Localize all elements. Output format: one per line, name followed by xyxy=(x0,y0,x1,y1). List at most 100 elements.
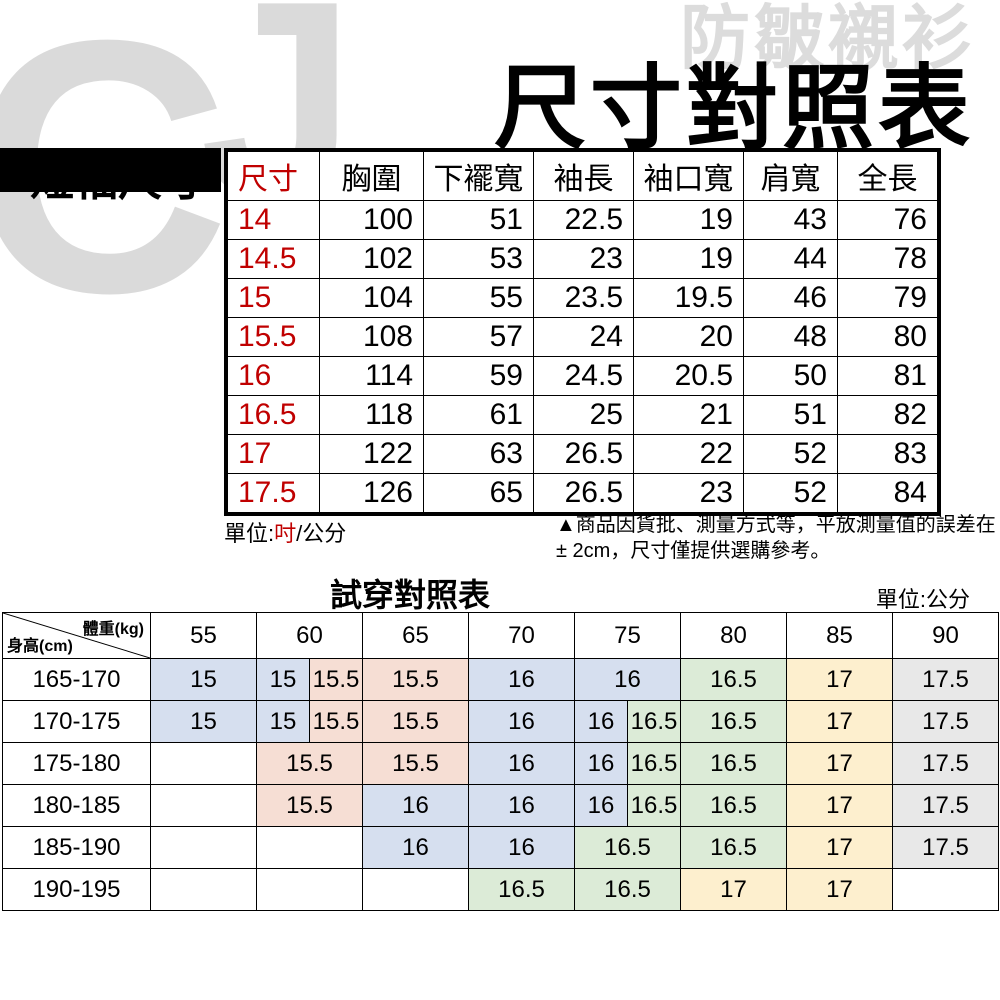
size-value: 26.5 xyxy=(534,474,634,513)
fit-cell xyxy=(151,869,257,911)
fit-cell xyxy=(363,869,469,911)
weight-header: 75 xyxy=(575,613,681,659)
size-value: 23 xyxy=(634,474,744,513)
size-value: 55 xyxy=(424,279,534,318)
size-cell: 17.5 xyxy=(228,474,320,513)
fit-cell: 17.5 xyxy=(893,827,999,869)
size-value: 24.5 xyxy=(534,357,634,396)
fit-cell: 15.5 xyxy=(257,785,363,827)
size-cell: 17 xyxy=(228,435,320,474)
fit-cell xyxy=(257,869,363,911)
size-value: 63 xyxy=(424,435,534,474)
size-cell: 16 xyxy=(228,357,320,396)
height-cell: 190-195 xyxy=(3,869,151,911)
size-value: 52 xyxy=(744,474,838,513)
fit-cell: 15.5 xyxy=(363,743,469,785)
size-value: 22 xyxy=(634,435,744,474)
fit-cell xyxy=(257,827,363,869)
fit-cell: 16.5 xyxy=(469,869,575,911)
fit-cell: 16.5 xyxy=(681,701,787,743)
size-cell: 15 xyxy=(228,279,320,318)
size-value: 102 xyxy=(320,240,424,279)
size-value: 48 xyxy=(744,318,838,357)
size-cell: 14 xyxy=(228,201,320,240)
fit-cell: 17 xyxy=(787,743,893,785)
size-value: 61 xyxy=(424,396,534,435)
fit-cell: 16 xyxy=(469,743,575,785)
fit-cell: 15 xyxy=(257,659,310,701)
fit-cell: 17 xyxy=(787,659,893,701)
fit-cell: 16.5 xyxy=(681,785,787,827)
weight-header: 65 xyxy=(363,613,469,659)
size-col-header: 袖長 xyxy=(534,152,634,201)
fit-cell: 16.5 xyxy=(628,701,681,743)
size-value: 20 xyxy=(634,318,744,357)
fit-cell: 15.5 xyxy=(310,659,363,701)
size-value: 76 xyxy=(838,201,938,240)
fit-cell: 16 xyxy=(575,785,628,827)
size-value: 100 xyxy=(320,201,424,240)
size-value: 108 xyxy=(320,318,424,357)
size-value: 53 xyxy=(424,240,534,279)
size-cell: 14.5 xyxy=(228,240,320,279)
fit-cell: 16 xyxy=(363,827,469,869)
size-col-header: 下襬寬 xyxy=(424,152,534,201)
fit-cell: 15.5 xyxy=(310,701,363,743)
size-value: 84 xyxy=(838,474,938,513)
size-value: 21 xyxy=(634,396,744,435)
size-value: 43 xyxy=(744,201,838,240)
size-value: 51 xyxy=(424,201,534,240)
section-label: 短袖尺寸 xyxy=(30,144,206,208)
size-table: 尺寸胸圍下襬寬袖長袖口寬肩寬全長141005122.519437614.5102… xyxy=(224,148,941,516)
size-value: 78 xyxy=(838,240,938,279)
size-cell: 15.5 xyxy=(228,318,320,357)
size-value: 122 xyxy=(320,435,424,474)
size-value: 51 xyxy=(744,396,838,435)
fit-cell: 17 xyxy=(787,827,893,869)
size-value: 104 xyxy=(320,279,424,318)
unit-label-1: 單位:吋/公分 xyxy=(224,516,346,548)
fit-cell: 17 xyxy=(787,701,893,743)
weight-header: 85 xyxy=(787,613,893,659)
size-value: 19 xyxy=(634,240,744,279)
fit-cell: 16 xyxy=(469,827,575,869)
size-value: 59 xyxy=(424,357,534,396)
size-value: 83 xyxy=(838,435,938,474)
fit-cell: 17 xyxy=(787,785,893,827)
fit-cell: 17 xyxy=(681,869,787,911)
unit-label-2: 單位:公分 xyxy=(876,582,970,614)
fit-table: 體重(kg)身高(cm)5560657075808590165-17015151… xyxy=(2,612,999,911)
size-value: 23.5 xyxy=(534,279,634,318)
fit-cell: 15.5 xyxy=(257,743,363,785)
size-value: 19 xyxy=(634,201,744,240)
size-value: 79 xyxy=(838,279,938,318)
fit-cell: 17.5 xyxy=(893,701,999,743)
fit-cell xyxy=(151,827,257,869)
fit-cell: 16 xyxy=(469,701,575,743)
fit-cell: 16 xyxy=(469,785,575,827)
size-value: 46 xyxy=(744,279,838,318)
size-value: 22.5 xyxy=(534,201,634,240)
fit-cell: 16.5 xyxy=(681,743,787,785)
fit-cell: 15.5 xyxy=(363,659,469,701)
size-value: 65 xyxy=(424,474,534,513)
fit-cell: 17.5 xyxy=(893,785,999,827)
size-value: 82 xyxy=(838,396,938,435)
size-value: 26.5 xyxy=(534,435,634,474)
size-col-header: 胸圍 xyxy=(320,152,424,201)
weight-header: 55 xyxy=(151,613,257,659)
size-value: 23 xyxy=(534,240,634,279)
weight-header: 70 xyxy=(469,613,575,659)
fit-cell: 16.5 xyxy=(628,785,681,827)
fit-cell: 16 xyxy=(363,785,469,827)
height-cell: 185-190 xyxy=(3,827,151,869)
fit-cell xyxy=(893,869,999,911)
size-value: 25 xyxy=(534,396,634,435)
fit-cell: 16.5 xyxy=(681,659,787,701)
size-value: 44 xyxy=(744,240,838,279)
size-value: 57 xyxy=(424,318,534,357)
height-cell: 165-170 xyxy=(3,659,151,701)
size-cell: 16.5 xyxy=(228,396,320,435)
weight-header: 80 xyxy=(681,613,787,659)
corner-cell: 體重(kg)身高(cm) xyxy=(3,613,151,659)
